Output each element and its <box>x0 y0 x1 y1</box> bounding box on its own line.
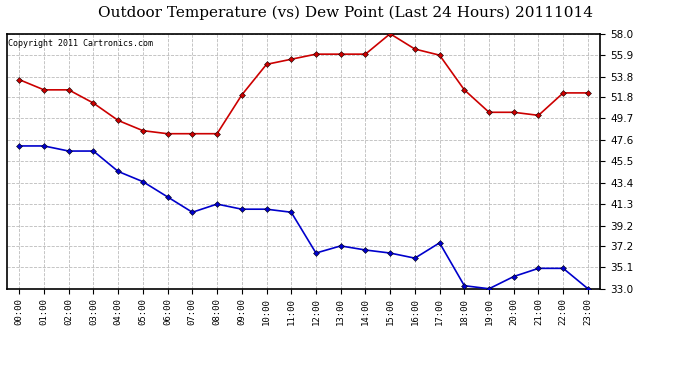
Text: Outdoor Temperature (vs) Dew Point (Last 24 Hours) 20111014: Outdoor Temperature (vs) Dew Point (Last… <box>97 6 593 20</box>
Text: Copyright 2011 Cartronics.com: Copyright 2011 Cartronics.com <box>8 39 153 48</box>
